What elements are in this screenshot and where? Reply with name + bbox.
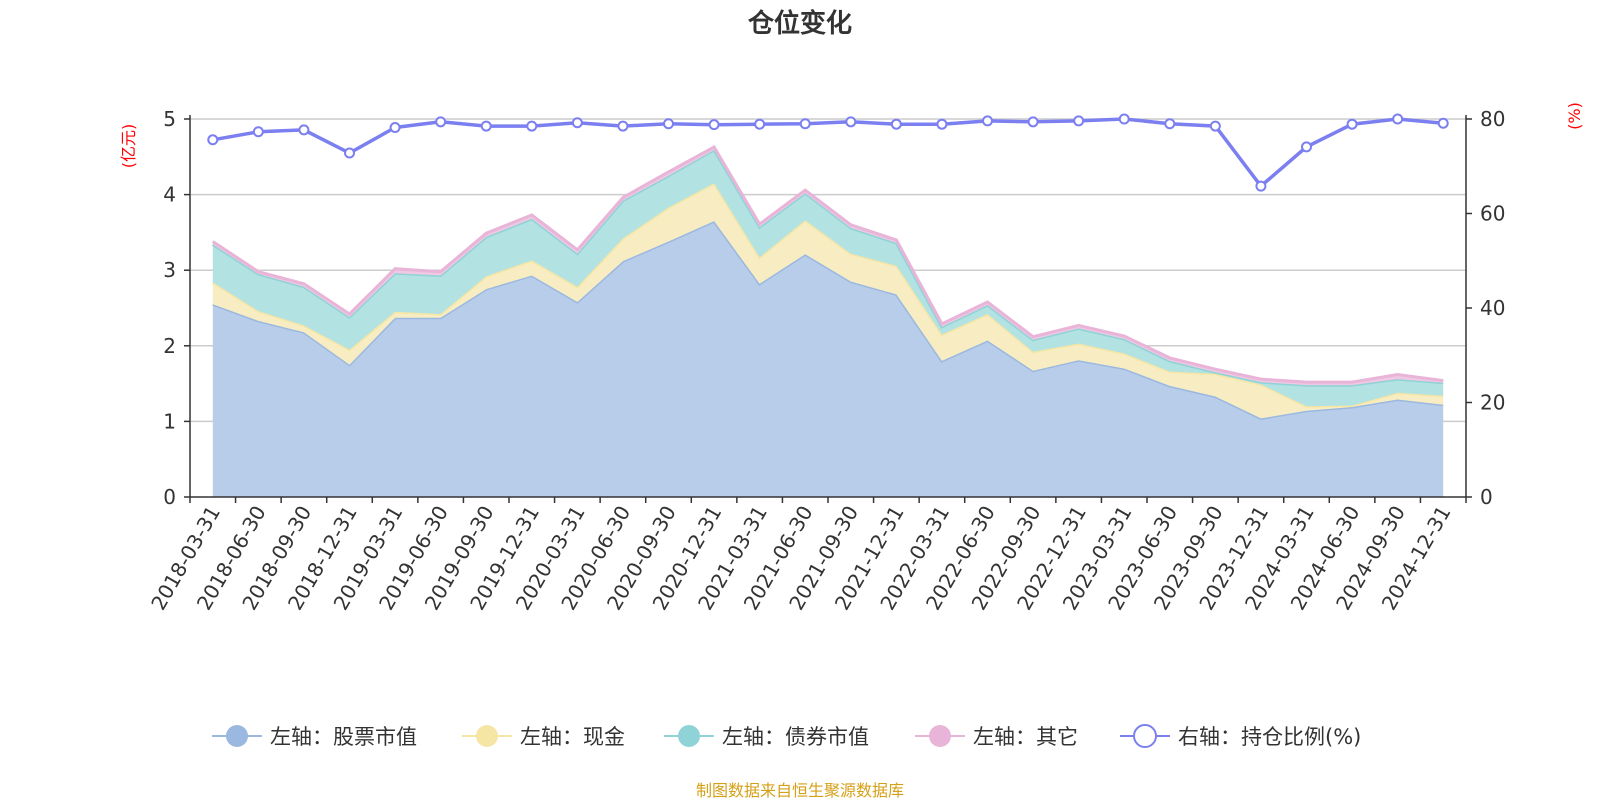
legend-item-1[interactable]: 左轴：股票市值 — [212, 725, 417, 749]
right-axis-unit: (%) — [1565, 102, 1584, 130]
right-tick-label: 0 — [1480, 485, 1493, 509]
right-tick-label: 40 — [1480, 296, 1505, 320]
ratio-point — [799, 118, 811, 130]
ratio-point — [207, 134, 219, 146]
legend-item-2[interactable]: 左轴：现金 — [462, 725, 625, 749]
ratio-point — [708, 119, 720, 131]
ratio-point — [571, 117, 583, 129]
ratio-point — [1073, 115, 1085, 127]
ratio-point — [1346, 118, 1358, 130]
area-series-3 — [212, 150, 1444, 407]
left-tick-label: 5 — [163, 107, 176, 131]
legend-swatch-marker — [678, 725, 700, 747]
ratio-point — [389, 122, 401, 134]
ratio-point — [1392, 113, 1404, 125]
legend[interactable]: 左轴：股票市值 左轴：现金 左轴：债券市值 左轴：其它 右轴：持仓比例(%) — [212, 724, 1361, 749]
stacked-areas — [211, 144, 1444, 497]
ratio-line-path — [212, 117, 1444, 189]
left-tick-label: 4 — [163, 183, 176, 207]
area-series-2 — [212, 183, 1444, 419]
ratio-point — [890, 118, 902, 130]
left-tick-label: 2 — [163, 334, 176, 358]
chart-title: 仓位变化 — [747, 8, 852, 39]
left-tick-label: 3 — [163, 258, 176, 282]
ratio-point — [936, 118, 948, 130]
source-note: 制图数据来自恒生聚源数据库 — [696, 781, 904, 800]
ratio-point — [526, 120, 538, 132]
right-tick-label: 20 — [1480, 391, 1505, 415]
right-tick-label: 80 — [1480, 107, 1505, 131]
ratio-point — [845, 116, 857, 128]
ratio-point — [252, 126, 264, 138]
ratio-point — [480, 120, 492, 132]
legend-label: 右轴：持仓比例(%) — [1178, 725, 1361, 749]
area-series-1 — [212, 221, 1444, 497]
legend-swatch-marker — [1133, 724, 1157, 748]
legend-swatch-marker — [929, 725, 951, 747]
ratio-point — [1164, 118, 1176, 130]
area-edge-series-4 — [211, 144, 1444, 384]
left-tick-label: 1 — [163, 409, 176, 433]
ratio-point — [982, 115, 993, 127]
ratio-point — [1437, 117, 1449, 129]
ratio-point — [344, 147, 355, 159]
ratio-point — [754, 118, 766, 130]
legend-item-5[interactable]: 右轴：持仓比例(%) — [1120, 724, 1361, 749]
legend-item-3[interactable]: 左轴：债券市值 — [664, 725, 869, 749]
legend-swatch-marker — [226, 725, 248, 747]
legend-label: 左轴：现金 — [520, 725, 625, 749]
legend-item-4[interactable]: 左轴：其它 — [915, 725, 1078, 749]
ratio-point — [298, 124, 310, 136]
ratio-point — [663, 118, 674, 130]
ratio-point — [617, 120, 629, 132]
legend-label: 左轴：股票市值 — [270, 725, 417, 749]
ratio-point — [1027, 116, 1039, 128]
left-tick-label: 0 — [163, 485, 176, 509]
ratio-line — [207, 113, 1449, 192]
legend-label: 左轴：其它 — [973, 725, 1078, 749]
legend-label: 左轴：债券市值 — [722, 725, 869, 749]
ratio-point — [1118, 113, 1130, 125]
ratio-point — [1301, 141, 1312, 153]
left-axis-unit: (亿元) — [119, 124, 138, 169]
right-tick-label: 60 — [1480, 202, 1505, 226]
legend-swatch-marker — [476, 725, 498, 747]
ratio-point — [435, 116, 447, 128]
ratio-point — [1255, 180, 1267, 192]
ratio-point — [1209, 120, 1221, 132]
